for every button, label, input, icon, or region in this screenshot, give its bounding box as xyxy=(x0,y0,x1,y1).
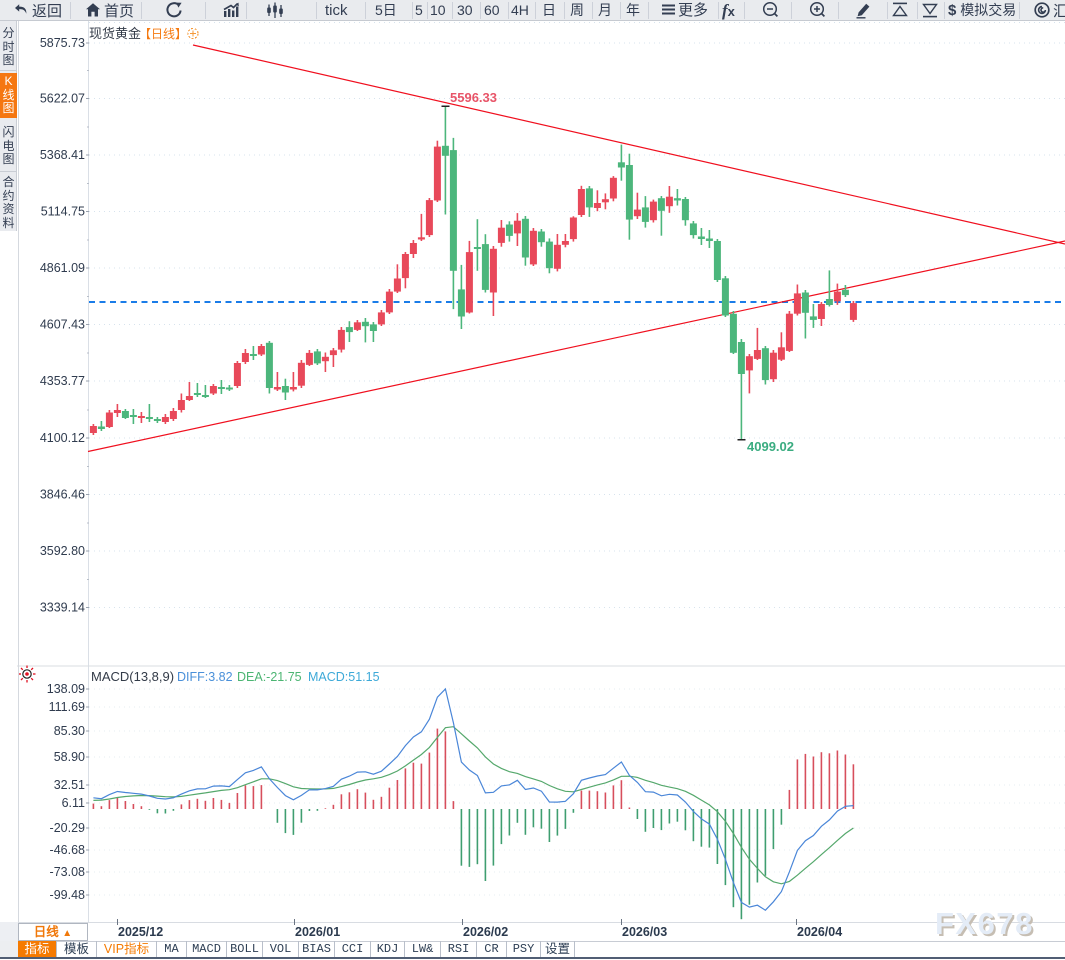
svg-text:32.51: 32.51 xyxy=(54,778,85,792)
svg-text:5114.75: 5114.75 xyxy=(41,205,85,219)
svg-text:111.69: 111.69 xyxy=(49,700,85,714)
svg-text:-46.68: -46.68 xyxy=(50,843,85,857)
svg-text:4861.09: 4861.09 xyxy=(40,261,85,275)
svg-text:-20.29: -20.29 xyxy=(50,821,85,835)
svg-text:4607.43: 4607.43 xyxy=(40,318,85,332)
svg-text:5368.41: 5368.41 xyxy=(40,148,85,162)
svg-text:MACD:51.15: MACD:51.15 xyxy=(308,670,380,684)
svg-text:138.09: 138.09 xyxy=(47,682,85,696)
svg-text:-73.08: -73.08 xyxy=(50,865,85,879)
svg-text:MACD(13,8,9): MACD(13,8,9) xyxy=(91,669,174,684)
svg-text:-99.48: -99.48 xyxy=(50,888,85,902)
svg-text:85.30: 85.30 xyxy=(54,724,85,738)
svg-text:5875.73: 5875.73 xyxy=(40,36,85,50)
svg-text:6.11: 6.11 xyxy=(62,796,85,810)
svg-text:4100.12: 4100.12 xyxy=(40,431,85,445)
svg-text:5622.07: 5622.07 xyxy=(40,92,85,106)
svg-text:5596.33: 5596.33 xyxy=(450,90,497,105)
svg-text:现货黄金: 现货黄金 xyxy=(89,26,141,41)
svg-text:3592.80: 3592.80 xyxy=(40,544,85,558)
svg-text:4353.77: 4353.77 xyxy=(40,374,85,388)
svg-text:3846.46: 3846.46 xyxy=(40,488,85,502)
svg-text:58.90: 58.90 xyxy=(54,750,85,764)
svg-text:3339.14: 3339.14 xyxy=(40,601,85,615)
svg-text:【日线】: 【日线】 xyxy=(139,27,187,41)
svg-text:DEA:-21.75: DEA:-21.75 xyxy=(237,670,302,684)
svg-text:4099.02: 4099.02 xyxy=(747,439,794,454)
svg-text:DIFF:3.82: DIFF:3.82 xyxy=(177,670,233,684)
